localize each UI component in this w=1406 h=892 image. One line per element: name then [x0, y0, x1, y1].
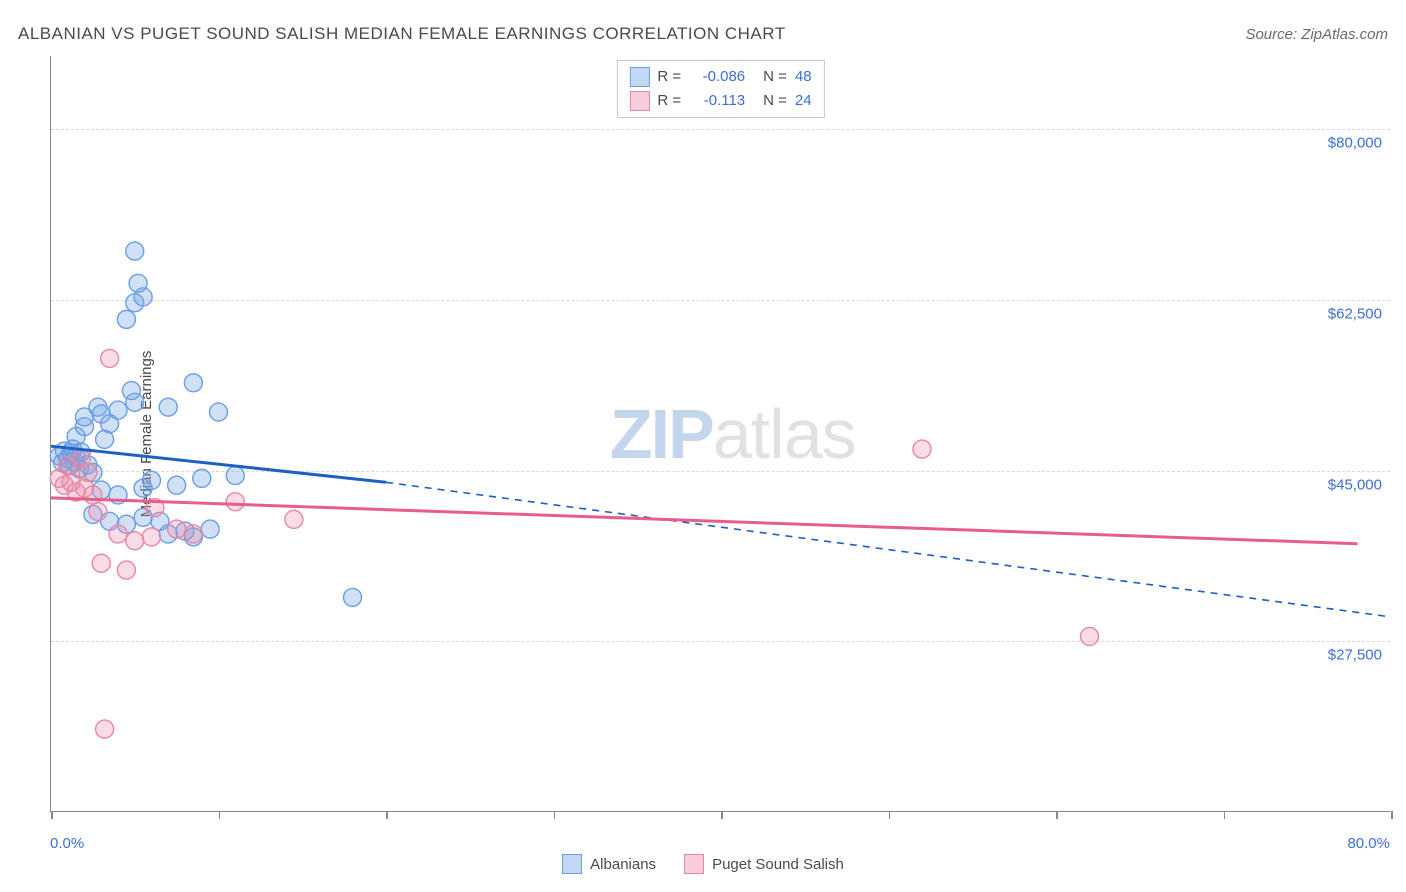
correlation-row-albanians: R = -0.086 N = 48 — [629, 65, 811, 89]
trend-line-puget — [51, 498, 1358, 544]
data-point-puget — [117, 561, 135, 579]
data-point-albanians — [168, 476, 186, 494]
correlation-row-puget: R = -0.113 N = 24 — [629, 89, 811, 113]
data-point-puget — [285, 510, 303, 528]
r-value: -0.113 — [689, 89, 745, 113]
x-tick — [554, 811, 556, 819]
correlation-legend: R = -0.086 N = 48 R = -0.113 N = 24 — [616, 60, 824, 118]
r-value: -0.086 — [689, 65, 745, 89]
plot-area: Median Female Earnings ZIPatlas $80,000$… — [50, 56, 1390, 812]
n-label: N = — [763, 65, 787, 89]
data-point-albanians — [109, 401, 127, 419]
data-point-puget — [79, 464, 97, 482]
r-label: R = — [657, 65, 681, 89]
data-point-puget — [913, 440, 931, 458]
data-point-puget — [126, 532, 144, 550]
data-point-albanians — [344, 588, 362, 606]
data-point-albanians — [117, 310, 135, 328]
r-label: R = — [657, 89, 681, 113]
data-point-albanians — [143, 471, 161, 489]
data-point-albanians — [210, 403, 228, 421]
data-point-puget — [84, 486, 102, 504]
legend-label: Puget Sound Salish — [712, 856, 844, 873]
data-point-albanians — [184, 374, 202, 392]
data-point-puget — [89, 503, 107, 521]
data-point-albanians — [122, 382, 140, 400]
data-point-albanians — [96, 430, 114, 448]
data-point-albanians — [226, 466, 244, 484]
n-value: 48 — [795, 65, 812, 89]
data-point-puget — [1081, 627, 1099, 645]
legend-swatch-albanians — [562, 854, 582, 874]
data-point-puget — [168, 520, 186, 538]
x-tick — [1056, 811, 1058, 819]
legend-label: Albanians — [590, 856, 656, 873]
legend-swatch-puget — [629, 91, 649, 111]
legend-swatch-puget — [684, 854, 704, 874]
data-point-albanians — [129, 274, 147, 292]
source-label: Source: ZipAtlas.com — [1245, 26, 1388, 43]
legend-item-albanians: Albanians — [562, 854, 656, 874]
data-point-puget — [101, 349, 119, 367]
n-value: 24 — [795, 89, 812, 113]
data-point-puget — [92, 554, 110, 572]
data-point-albanians — [159, 398, 177, 416]
x-axis-max-label: 80.0% — [1347, 835, 1390, 852]
data-point-albanians — [126, 242, 144, 260]
data-point-puget — [109, 525, 127, 543]
data-point-puget — [184, 525, 202, 543]
trend-line-dashed-albanians — [386, 482, 1391, 617]
data-point-albanians — [193, 469, 211, 487]
n-label: N = — [763, 89, 787, 113]
x-tick — [1391, 811, 1393, 819]
x-tick — [1224, 811, 1226, 819]
legend-swatch-albanians — [629, 67, 649, 87]
x-tick — [386, 811, 388, 819]
x-axis-min-label: 0.0% — [50, 835, 84, 852]
data-point-puget — [96, 720, 114, 738]
x-tick — [219, 811, 221, 819]
x-tick — [889, 811, 891, 819]
legend-item-puget: Puget Sound Salish — [684, 854, 844, 874]
data-point-puget — [226, 493, 244, 511]
chart-title: ALBANIAN VS PUGET SOUND SALISH MEDIAN FE… — [18, 24, 786, 44]
data-point-puget — [143, 528, 161, 546]
x-tick — [721, 811, 723, 819]
x-tick — [51, 811, 53, 819]
series-legend: Albanians Puget Sound Salish — [0, 854, 1406, 874]
data-point-albanians — [201, 520, 219, 538]
scatter-svg — [51, 56, 1390, 811]
